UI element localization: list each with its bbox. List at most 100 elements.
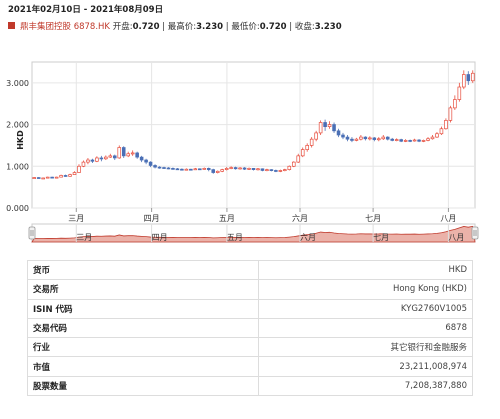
info-label: 货币 [27, 259, 259, 281]
info-label: 行业 [27, 337, 259, 358]
candle-body [41, 177, 45, 180]
candle-body [68, 174, 72, 177]
candle-body [229, 167, 233, 169]
candle-body [363, 136, 368, 140]
info-value: Hong Kong (HKD) [258, 279, 473, 300]
candle-body [130, 152, 135, 155]
candle-body [265, 169, 269, 171]
candle-body [135, 152, 139, 158]
candle-body [224, 168, 229, 170]
navigator-month-label: 六月 [300, 232, 316, 242]
candle-body [50, 176, 54, 179]
candle-body [385, 136, 390, 140]
candle-body [104, 156, 108, 160]
navigator-area [31, 225, 476, 243]
candle-body [453, 99, 457, 109]
info-row: ISIN 代码 KYG2760V1005 [27, 298, 473, 319]
candle-body [153, 165, 157, 168]
candle-body [269, 169, 274, 171]
candle-body [247, 168, 251, 170]
candle-body [412, 139, 417, 142]
candle-body [439, 128, 444, 135]
candle-body [332, 124, 336, 132]
candle-body [283, 169, 287, 171]
y-tick-label: 1.000 [6, 162, 29, 171]
candle-body [162, 167, 166, 169]
candle-body [430, 136, 435, 140]
candle-body [206, 168, 211, 170]
candle-body [54, 176, 59, 179]
candle-body [462, 74, 466, 88]
info-value: 7,208,387,880 [258, 375, 473, 397]
info-row: 交易代码 6878 [27, 317, 473, 339]
info-value: KYG2760V1005 [258, 298, 473, 319]
candle-body [126, 153, 130, 157]
candle-body [220, 169, 224, 172]
candle-body [421, 140, 426, 142]
x-tick-label: 五月 [219, 214, 235, 223]
info-row: 货币 HKD [27, 259, 473, 281]
plot-frame [31, 61, 476, 209]
y-tick-label: 2.000 [6, 121, 29, 130]
candle-body [390, 138, 394, 141]
navigator-month-label: 七月 [373, 233, 389, 242]
navigator[interactable]: 三月 四月 五月 六月 七月 八月 [28, 223, 479, 243]
series-color-swatch [8, 22, 15, 29]
candle-body [305, 145, 309, 150]
close-label: 收盘: [294, 22, 315, 32]
candle-body [341, 134, 345, 138]
info-row: 市值 23,211,008,974 [27, 356, 473, 377]
x-tick-label: 三月 [68, 214, 84, 223]
navigator-month-label: 三月 [76, 233, 92, 242]
candle-body [72, 172, 77, 175]
candle-body [399, 139, 403, 142]
candle-body [99, 157, 104, 160]
candle-body [211, 169, 216, 173]
candle-body [81, 161, 86, 167]
info-value: 23,211,008,974 [258, 356, 473, 377]
navigator-right-handle[interactable] [471, 226, 479, 240]
candle-body [457, 86, 462, 100]
candle-body [45, 176, 50, 179]
candle-body [77, 165, 81, 173]
candle-body [466, 74, 471, 82]
candle-body [403, 140, 408, 142]
info-row: 股票数量 7,208,387,880 [27, 375, 473, 397]
low-label: 最低价: [231, 22, 260, 32]
navigator-month-label: 四月 [152, 233, 168, 242]
candle-body [444, 120, 448, 130]
candle-body [251, 168, 256, 170]
candle-body [345, 136, 350, 140]
candle-body [278, 170, 283, 172]
info-label: 交易所 [27, 279, 259, 300]
candle-body [260, 168, 265, 171]
y-axis-label: HKD [16, 130, 25, 150]
candle-body [359, 136, 363, 140]
navigator-left-handle[interactable] [28, 226, 36, 240]
candle-body [408, 140, 412, 142]
candle-body [336, 130, 341, 136]
candle-body [86, 159, 90, 163]
info-value: HKD [258, 259, 473, 281]
candle-body [233, 167, 238, 170]
candle-body [184, 168, 189, 171]
candle-body [32, 177, 37, 179]
candle-body [354, 138, 359, 141]
candle-body [117, 147, 122, 159]
stock-name: 鼎丰集团控股 6878.HK [20, 22, 111, 32]
candle-body [242, 167, 247, 170]
candle-body [300, 149, 305, 157]
candle-body [417, 139, 421, 142]
info-value: 其它银行和金融服务 [258, 337, 473, 358]
candle-body [121, 147, 126, 157]
candle-body [327, 124, 332, 128]
candle-body [36, 177, 41, 179]
candle-body [171, 168, 175, 170]
candle-body [157, 166, 162, 169]
date-range: 2021年02月10日 - 2021年08月09日 [8, 5, 164, 15]
info-row: 行业 其它银行和金融服务 [27, 337, 473, 358]
high-value: 3.230 [196, 22, 224, 32]
y-tick-label: 3.000 [6, 79, 29, 88]
plot-area: 0.000 1.000 2.000 3.000 HKD 三月 四月 五月 六月 七月 八月 [6, 61, 476, 223]
